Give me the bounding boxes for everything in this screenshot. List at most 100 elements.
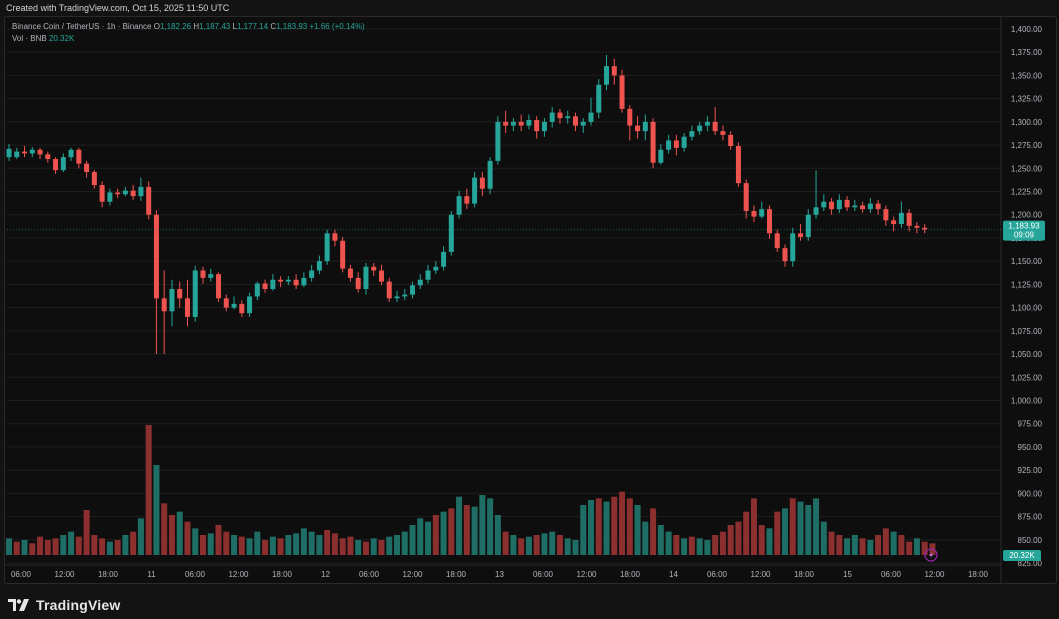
volume-bar <box>308 531 315 555</box>
candle-body <box>130 190 136 197</box>
candle-body <box>805 214 811 238</box>
candle-body <box>650 121 656 163</box>
candle-body <box>441 251 447 267</box>
candle-body <box>91 172 97 186</box>
candle-body <box>425 270 431 280</box>
candle-body <box>247 296 253 314</box>
lightning-icon-ring <box>924 548 938 562</box>
candle-body <box>76 149 82 164</box>
time-tick-label: 12:00 <box>402 570 423 579</box>
candle-body <box>37 149 43 155</box>
lightning-icon[interactable] <box>924 548 938 562</box>
time-tick-label: 15 <box>843 570 852 579</box>
candle-body <box>340 240 346 269</box>
symbol-title[interactable]: Binance Coin / TetherUS · 1h · Binance <box>12 22 152 31</box>
candle-body <box>223 298 229 308</box>
candle-body <box>146 186 152 215</box>
volume-bar <box>572 540 579 555</box>
volume-bar <box>269 536 276 555</box>
price-tick-label: 1,275.00 <box>1011 141 1043 150</box>
volume-bar <box>207 533 214 555</box>
price-tick-label: 1,225.00 <box>1011 188 1043 197</box>
time-tick-label: 06:00 <box>185 570 206 579</box>
time-tick-label: 12:00 <box>750 570 771 579</box>
volume-bar <box>494 515 501 555</box>
time-tick-label: 13 <box>495 570 504 579</box>
candle-body <box>68 149 74 158</box>
candle-body <box>22 151 28 154</box>
volume-bar <box>743 511 750 555</box>
candle-body <box>84 163 90 173</box>
candle-body <box>410 285 416 295</box>
time-tick-label: 18:00 <box>794 570 815 579</box>
volume-bar <box>502 531 509 555</box>
chart-frame[interactable]: 1,400.00 1,375.00 1,350.00 1,325.00 1,300.00… <box>4 16 1057 584</box>
volume-bar <box>29 543 36 555</box>
volume-bar <box>409 525 416 555</box>
candle-body <box>464 196 470 204</box>
candle-body <box>821 201 827 208</box>
candle-body <box>122 190 128 195</box>
volume-bar <box>805 505 812 555</box>
price-tick-label: 1,000.00 <box>1011 396 1043 405</box>
volume-bar <box>898 535 905 555</box>
candle-body <box>580 121 586 126</box>
candle-body <box>704 121 710 126</box>
volume-bar <box>347 536 354 555</box>
candle-body <box>161 298 167 312</box>
candle-body <box>813 207 819 215</box>
candle-body <box>697 125 703 132</box>
volume-bar <box>681 538 688 555</box>
volume-bar <box>650 508 657 555</box>
candle-body <box>293 279 299 286</box>
volume-bar <box>254 531 261 555</box>
volume-bar <box>782 508 788 555</box>
candle-body <box>6 148 12 158</box>
candle-body <box>231 303 237 308</box>
candle-body <box>153 214 159 299</box>
volume-bar <box>145 425 152 555</box>
candle-body <box>782 248 788 262</box>
volume-bar <box>91 535 98 555</box>
volume-bar <box>758 525 765 555</box>
volume-bar <box>619 491 626 555</box>
volume-bar <box>331 533 338 555</box>
candle-body <box>867 203 873 210</box>
candle-body <box>177 289 183 299</box>
volume-bar <box>324 530 331 555</box>
candle-body <box>184 298 190 317</box>
candle-body <box>557 112 563 119</box>
volume-bar <box>114 540 121 555</box>
volume-bar <box>355 540 362 555</box>
volume-bar <box>735 521 742 555</box>
volume-value: 20.32K <box>48 34 75 43</box>
candle-body <box>549 112 555 122</box>
candle-body <box>627 108 633 126</box>
price-tick-label: 975.00 <box>1018 420 1043 429</box>
chart-canvas[interactable]: 1,400.00 1,375.00 1,350.00 1,325.00 1,300.00… <box>5 17 1056 583</box>
time-tick-label: 14 <box>669 570 678 579</box>
volume-bar <box>60 535 67 555</box>
candle-body <box>138 186 144 197</box>
candle-body <box>324 233 330 262</box>
volume-label: Vol · BNB <box>12 34 47 43</box>
volume-bar <box>719 531 726 555</box>
candle-body <box>107 192 113 202</box>
volume-bar <box>13 541 20 555</box>
candle-body <box>456 196 462 215</box>
volume-bar <box>231 535 238 555</box>
volume-bar <box>463 505 470 555</box>
volume-bar <box>844 538 851 555</box>
volume-bar <box>533 535 540 555</box>
volume-bar <box>797 501 804 555</box>
candle-body <box>53 159 59 171</box>
volume-bar <box>75 536 82 555</box>
high-value: 1,187.43 <box>199 22 231 31</box>
candle-body <box>472 177 478 204</box>
time-tick-label: 12:00 <box>924 570 945 579</box>
volume-bar <box>603 501 610 555</box>
close-value: 1,183.93 <box>276 22 308 31</box>
candle-body <box>29 149 35 154</box>
time-tick-label: 06:00 <box>359 570 380 579</box>
volume-bar <box>525 536 532 555</box>
